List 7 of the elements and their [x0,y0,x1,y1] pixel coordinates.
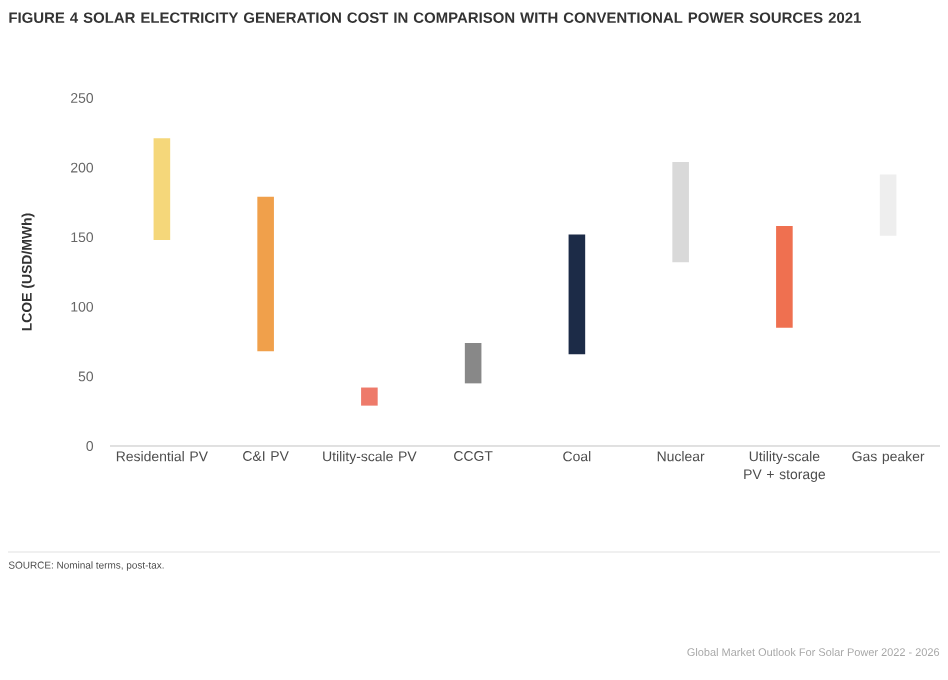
bar [361,387,378,406]
bar [257,196,274,352]
bar [153,138,171,240]
bar [672,162,689,263]
bar [776,226,793,328]
bar [464,342,482,384]
bar [568,234,586,355]
